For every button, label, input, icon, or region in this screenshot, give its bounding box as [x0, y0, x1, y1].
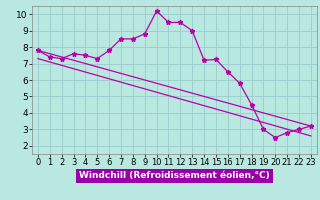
X-axis label: Windchill (Refroidissement éolien,°C): Windchill (Refroidissement éolien,°C)	[79, 171, 270, 180]
